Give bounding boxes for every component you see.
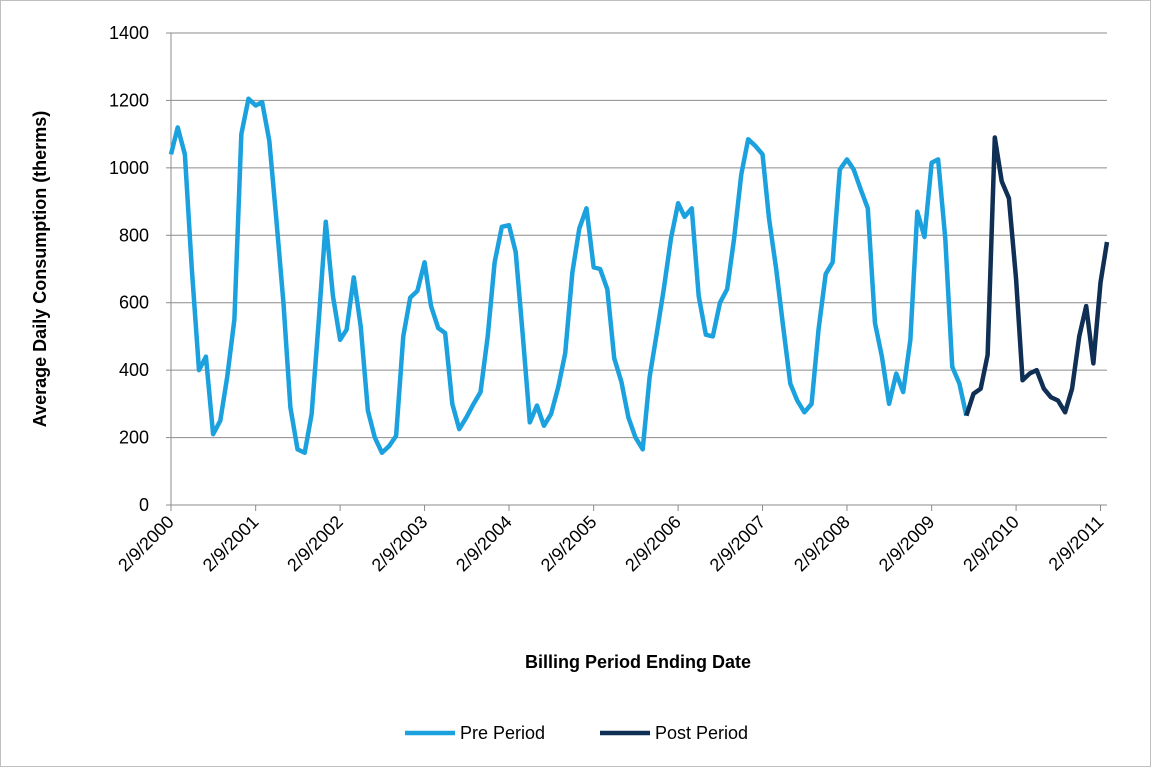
line-series	[964, 135, 1110, 417]
y-tick-label: 1200	[109, 90, 149, 110]
x-axis-title: Billing Period Ending Date	[525, 652, 751, 672]
y-tick-label: 0	[139, 495, 149, 515]
legend-label: Pre Period	[460, 723, 545, 743]
line-series	[168, 96, 969, 455]
y-tick-label: 1000	[109, 158, 149, 178]
y-tick-label: 600	[119, 293, 149, 313]
y-tick-label: 200	[119, 428, 149, 448]
y-tick-label: 800	[119, 225, 149, 245]
y-tick-label: 400	[119, 360, 149, 380]
y-tick-label: 1400	[109, 23, 149, 43]
y-axis-title: Average Daily Consumption (therms)	[30, 111, 50, 427]
legend-label: Post Period	[655, 723, 748, 743]
